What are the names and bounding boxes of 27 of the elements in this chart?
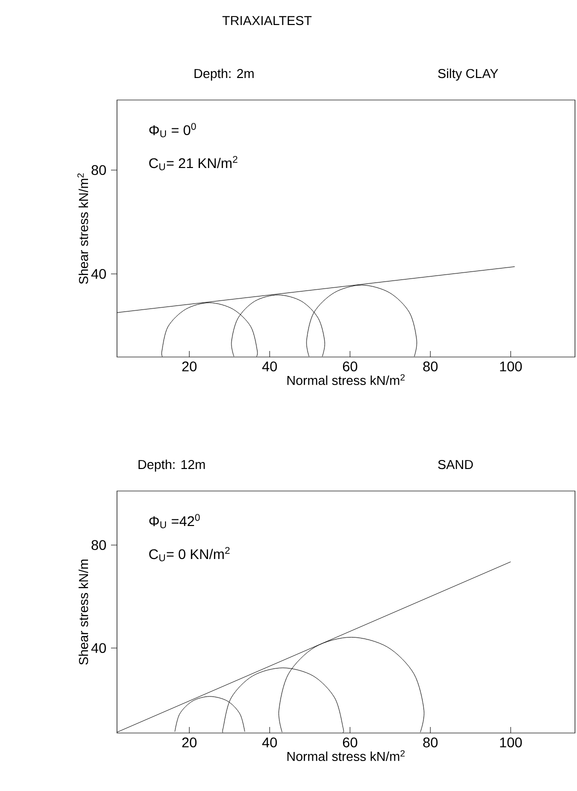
x-tick-label: 60 [342,361,358,372]
x-tick-label: 80 [423,361,438,372]
text: SAND [438,460,473,470]
annotation: Φ$_{U}$ =42$^{0}$ [149,514,200,528]
x-tick-label: 80 [423,737,438,748]
x-tick-label: 20 [182,737,197,748]
x-tick-label: 100 [500,361,522,372]
chart-subtitle: Depth: 2m [194,68,254,81]
chart-title: TRIAXIALTEST [222,16,312,26]
y-axis-title: Shear stress kN/m$^{2}$ [77,173,88,284]
y-tick-label: 40 [91,643,106,653]
x-tick-label: 40 [262,737,277,748]
y-tick-label: 40 [91,268,106,279]
x-axis-title: Normal stress kN/m$^{2}$ [287,374,405,386]
x-tick-label: 60 [342,737,358,748]
text: Silty CLAY [438,68,498,81]
annotation: C$_{U}$= 0 KN/m$^{2}$ [149,546,230,562]
x-tick-label: 20 [182,361,197,372]
annotation: C$_{U}$= 21 KN/m$^{2}$ [149,156,238,170]
x-axis-title: Normal stress kN/m$^{2}$ [287,750,405,762]
y-tick-label: 80 [92,165,106,176]
chart-subtitle: Depth: 12m [138,460,205,472]
y-tick-label: 80 [92,540,106,550]
x-tick-label: 100 [500,737,522,748]
y-axis-title: Shear stress kN/m [78,560,88,665]
x-tick-label: 40 [262,361,277,372]
annotation: Φ$_{U}$ = 0$^{0}$ [149,122,196,138]
